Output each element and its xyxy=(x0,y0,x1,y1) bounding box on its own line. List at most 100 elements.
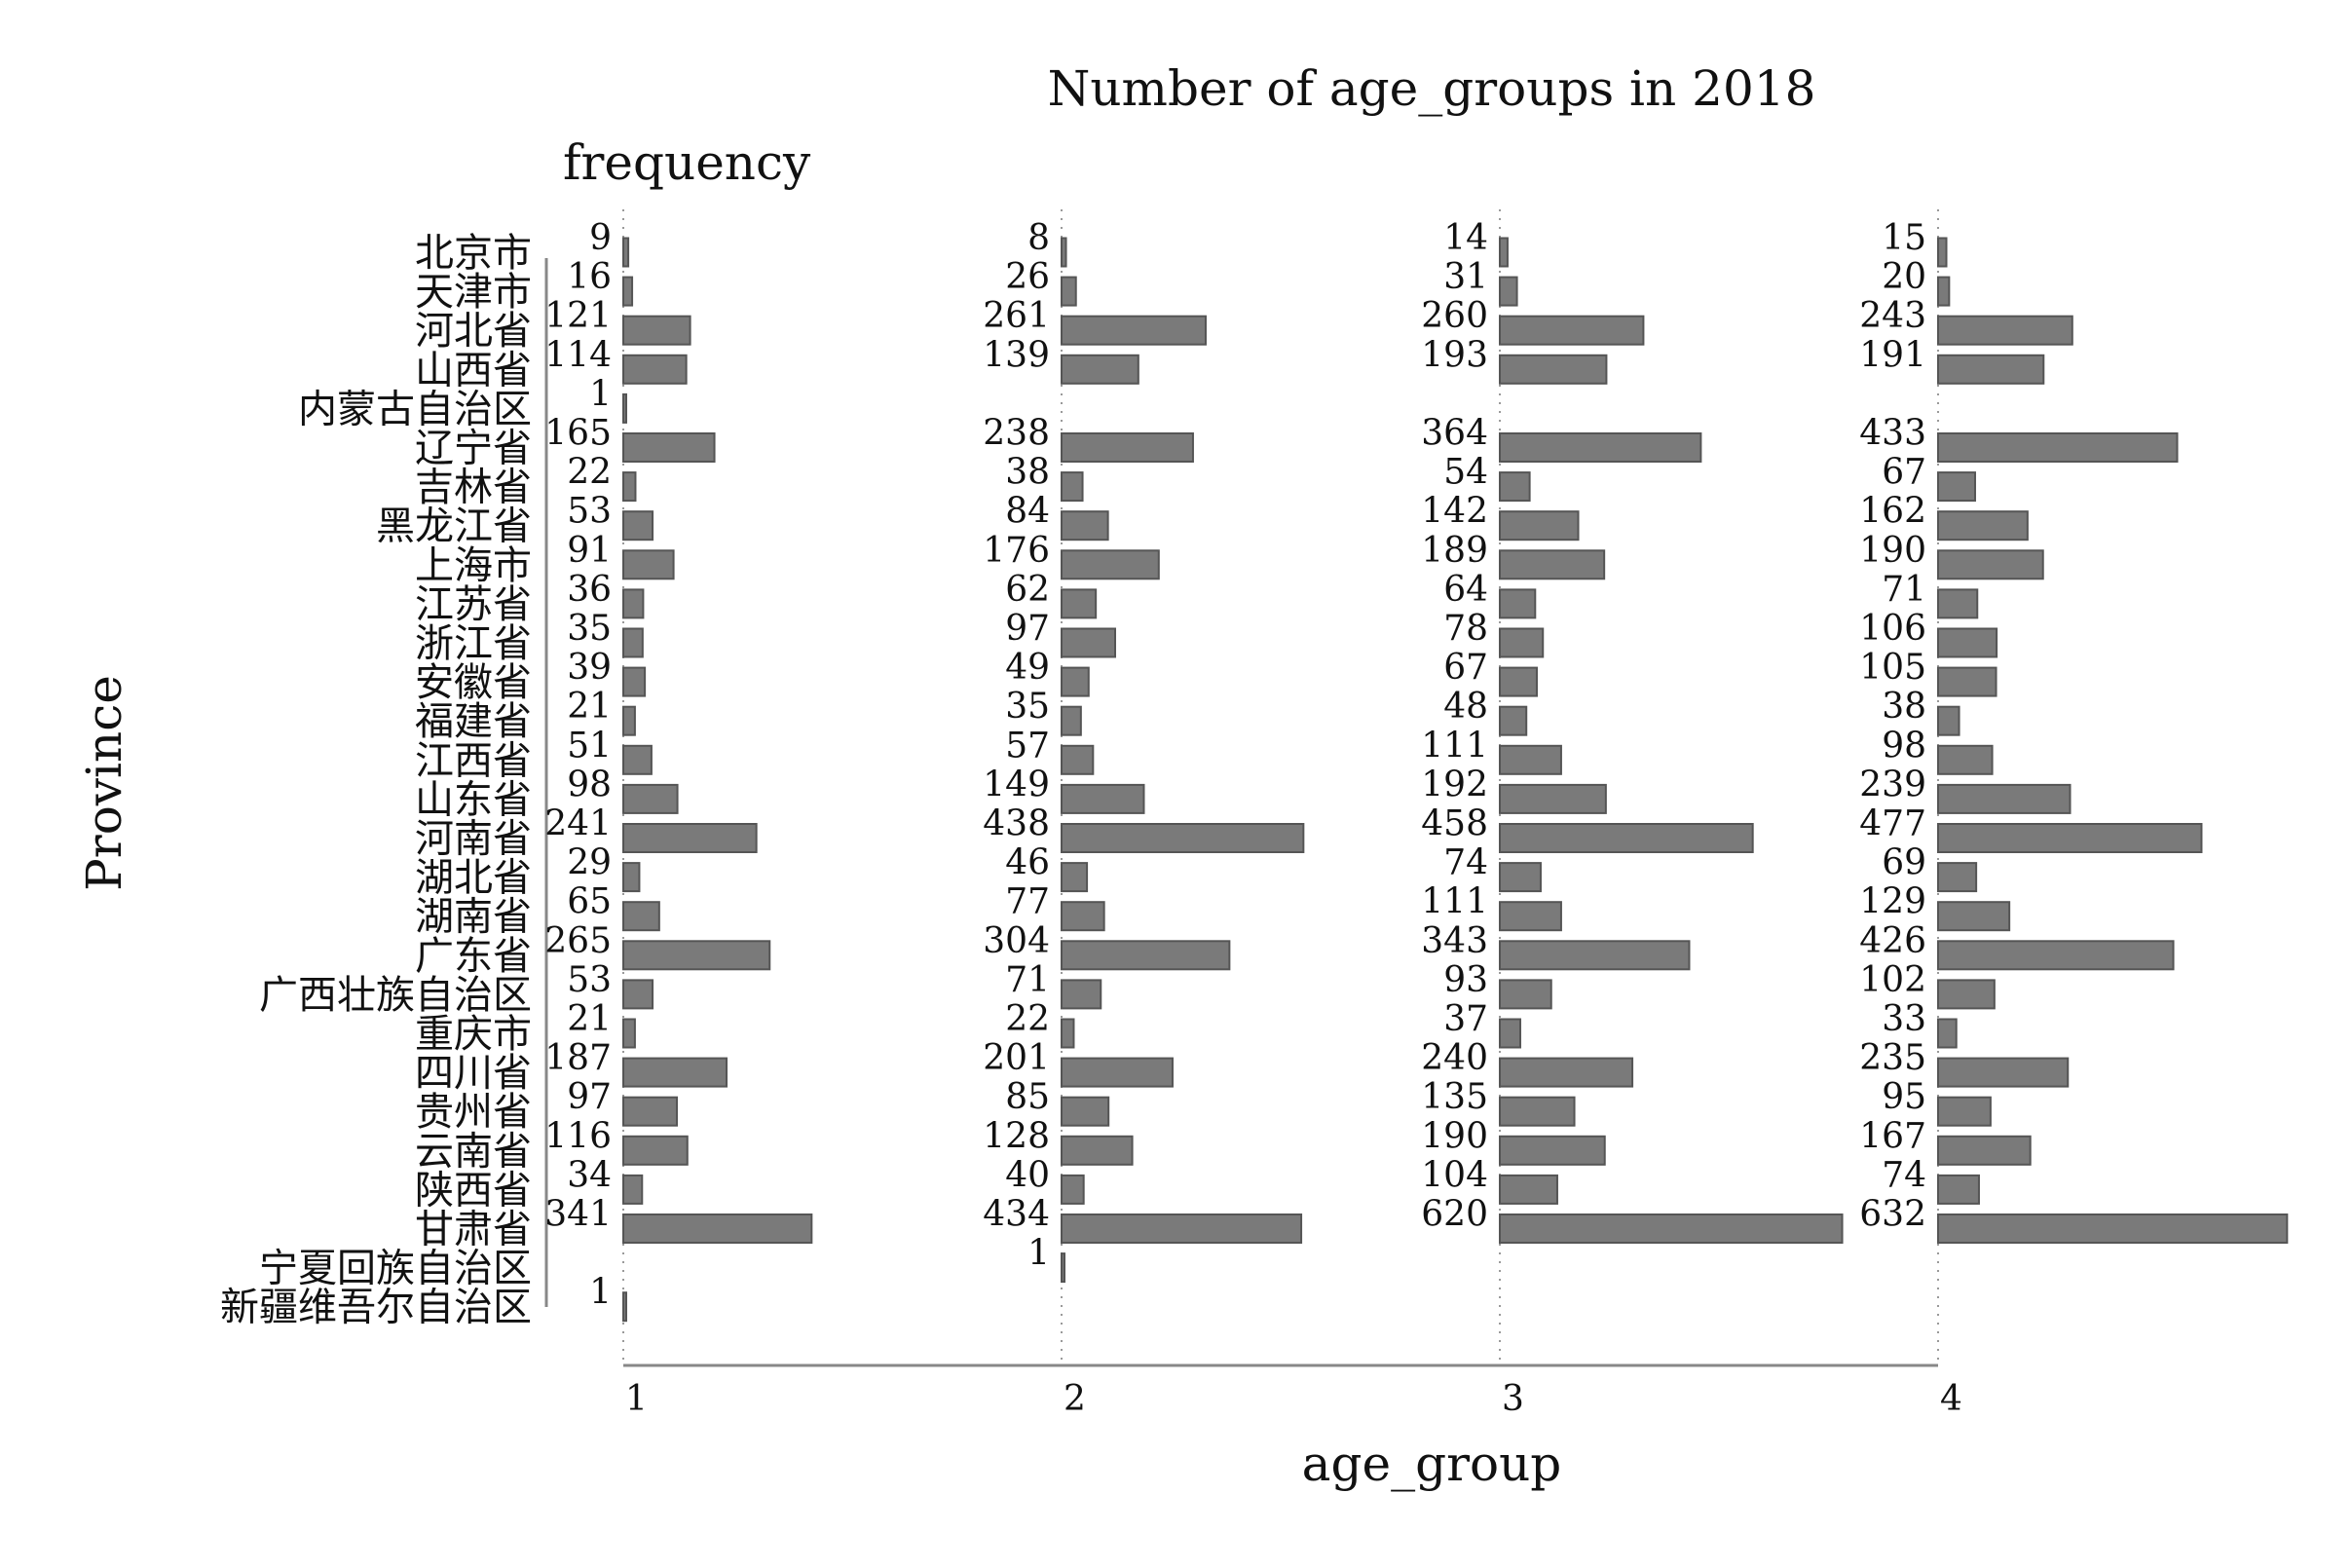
bar-panel-2-row-14 xyxy=(1061,744,1095,775)
bar-panel-3-row-9 xyxy=(1499,549,1606,580)
category-label-28: 新疆维吾尔自治区 xyxy=(220,1286,532,1330)
value-label-panel-2-row-24: 128 xyxy=(983,1116,1050,1156)
category-label-26: 甘肃省 xyxy=(415,1208,532,1252)
value-label-panel-3-row-13: 48 xyxy=(1443,687,1488,727)
bar-panel-3-row-22 xyxy=(1499,1057,1634,1088)
category-label-16: 河南省 xyxy=(415,817,532,862)
bar-panel-1-row-2 xyxy=(622,276,634,307)
value-label-panel-4-row-10: 71 xyxy=(1882,570,1926,610)
value-label-panel-2-row-15: 149 xyxy=(983,765,1050,804)
bar-panel-3-row-11 xyxy=(1499,627,1545,658)
category-label-2: 天津市 xyxy=(415,270,532,315)
value-label-panel-3-row-17: 74 xyxy=(1443,843,1488,883)
value-label-panel-4-row-1: 15 xyxy=(1882,218,1926,258)
value-label-panel-1-row-19: 265 xyxy=(544,921,612,961)
bar-panel-4-row-8 xyxy=(1937,510,2029,541)
category-label-3: 河北省 xyxy=(415,309,532,354)
bar-panel-4-row-14 xyxy=(1937,744,1994,775)
value-label-panel-1-row-14: 51 xyxy=(567,726,612,765)
value-label-panel-1-row-10: 36 xyxy=(567,570,612,610)
bar-panel-1-row-22 xyxy=(622,1057,728,1088)
category-label-9: 上海市 xyxy=(415,543,532,588)
bar-panel-3-row-7 xyxy=(1499,471,1531,503)
category-label-27: 宁夏回族自治区 xyxy=(259,1247,532,1291)
bar-panel-3-row-3 xyxy=(1499,315,1645,346)
value-label-panel-4-row-18: 129 xyxy=(1859,882,1926,922)
value-label-panel-4-row-24: 167 xyxy=(1859,1116,1926,1156)
bar-panel-2-row-15 xyxy=(1061,783,1145,814)
value-label-panel-1-row-23: 97 xyxy=(567,1077,612,1117)
value-label-panel-1-row-5: 1 xyxy=(589,374,612,414)
value-label-panel-3-row-22: 240 xyxy=(1421,1038,1488,1078)
value-label-panel-1-row-9: 91 xyxy=(567,531,612,571)
value-label-panel-2-row-1: 8 xyxy=(1027,218,1050,258)
bar-panel-4-row-24 xyxy=(1937,1135,2032,1166)
bar-panel-3-row-25 xyxy=(1499,1174,1558,1205)
bar-panel-4-row-15 xyxy=(1937,783,2072,814)
bar-panel-1-row-20 xyxy=(622,979,654,1010)
value-label-panel-3-row-9: 189 xyxy=(1421,531,1488,571)
value-label-panel-1-row-4: 114 xyxy=(544,335,612,375)
value-label-panel-3-row-3: 260 xyxy=(1421,296,1488,336)
value-label-panel-1-row-2: 16 xyxy=(567,257,612,297)
bar-panel-2-row-1 xyxy=(1061,237,1067,268)
value-label-panel-3-row-21: 37 xyxy=(1443,999,1488,1039)
category-label-17: 湖北省 xyxy=(415,856,532,901)
bar-panel-4-row-3 xyxy=(1937,315,2073,346)
bar-panel-2-row-27 xyxy=(1061,1252,1065,1284)
bar-panel-3-row-20 xyxy=(1499,979,1552,1010)
bar-panel-3-row-12 xyxy=(1499,666,1538,697)
value-label-panel-2-row-21: 22 xyxy=(1005,999,1050,1039)
y-axis-title: Province xyxy=(76,675,132,891)
category-label-layer: 北京市天津市河北省山西省内蒙古自治区辽宁省吉林省黑龙江省上海市江苏省浙江省安徽省… xyxy=(220,231,532,1330)
bar-panel-4-row-16 xyxy=(1937,823,2203,853)
bar-panel-1-row-7 xyxy=(622,471,637,503)
bar-panel-3-row-4 xyxy=(1499,354,1608,385)
panel-label-4: 4 xyxy=(1940,1379,1962,1419)
value-label-panel-2-row-19: 304 xyxy=(983,921,1050,961)
value-label-panel-2-row-20: 71 xyxy=(1005,960,1050,1000)
value-label-layer: 9161211141165225391363539215198241296526… xyxy=(544,218,1926,1313)
panel-label-layer: 1 2 3 4 xyxy=(625,1379,1962,1419)
value-label-panel-2-row-6: 238 xyxy=(983,414,1050,454)
bar-panel-1-row-9 xyxy=(622,549,675,580)
value-label-panel-3-row-23: 135 xyxy=(1421,1077,1488,1117)
category-label-4: 山西省 xyxy=(415,348,532,392)
value-label-panel-4-row-3: 243 xyxy=(1859,296,1926,336)
bar-panel-4-row-10 xyxy=(1937,588,1979,619)
value-label-panel-4-row-9: 190 xyxy=(1859,531,1926,571)
category-label-12: 安徽省 xyxy=(415,660,532,705)
bar-panel-1-row-8 xyxy=(622,510,654,541)
bar-panel-1-row-25 xyxy=(622,1174,644,1205)
bar-panel-2-row-16 xyxy=(1061,823,1305,853)
bar-panel-1-row-26 xyxy=(622,1213,813,1244)
value-label-panel-4-row-25: 74 xyxy=(1882,1155,1926,1195)
value-label-panel-3-row-8: 142 xyxy=(1421,492,1488,532)
category-label-6: 辽宁省 xyxy=(415,427,532,471)
category-label-18: 湖南省 xyxy=(415,895,532,940)
bar-panel-3-row-23 xyxy=(1499,1096,1576,1127)
bar-panel-1-row-1 xyxy=(622,237,630,268)
value-label-panel-1-row-11: 35 xyxy=(567,609,612,649)
category-label-13: 福建省 xyxy=(415,699,532,744)
bar-panel-2-row-20 xyxy=(1061,979,1102,1010)
value-label-panel-2-row-26: 434 xyxy=(983,1195,1050,1235)
bar-panel-2-row-23 xyxy=(1061,1096,1110,1127)
bar-panel-2-row-4 xyxy=(1061,354,1139,385)
value-label-panel-1-row-18: 65 xyxy=(567,882,612,922)
value-label-panel-1-row-25: 34 xyxy=(567,1155,612,1195)
chart-title: Number of age_groups in 2018 xyxy=(1048,60,1816,117)
bar-panel-1-row-13 xyxy=(622,705,636,736)
value-label-panel-1-row-24: 116 xyxy=(544,1116,612,1156)
category-label-10: 江苏省 xyxy=(415,582,532,627)
value-label-panel-3-row-2: 31 xyxy=(1443,257,1488,297)
value-label-panel-1-row-12: 39 xyxy=(567,648,612,688)
bar-panel-4-row-18 xyxy=(1937,901,2011,932)
bar-panel-1-row-28 xyxy=(622,1291,627,1323)
bar-panel-1-row-6 xyxy=(622,432,716,463)
bar-panel-3-row-19 xyxy=(1499,940,1691,971)
value-label-panel-4-row-21: 33 xyxy=(1882,999,1926,1039)
bar-panel-3-row-1 xyxy=(1499,237,1509,268)
value-label-panel-4-row-22: 235 xyxy=(1859,1038,1926,1078)
value-label-panel-3-row-11: 78 xyxy=(1443,609,1488,649)
